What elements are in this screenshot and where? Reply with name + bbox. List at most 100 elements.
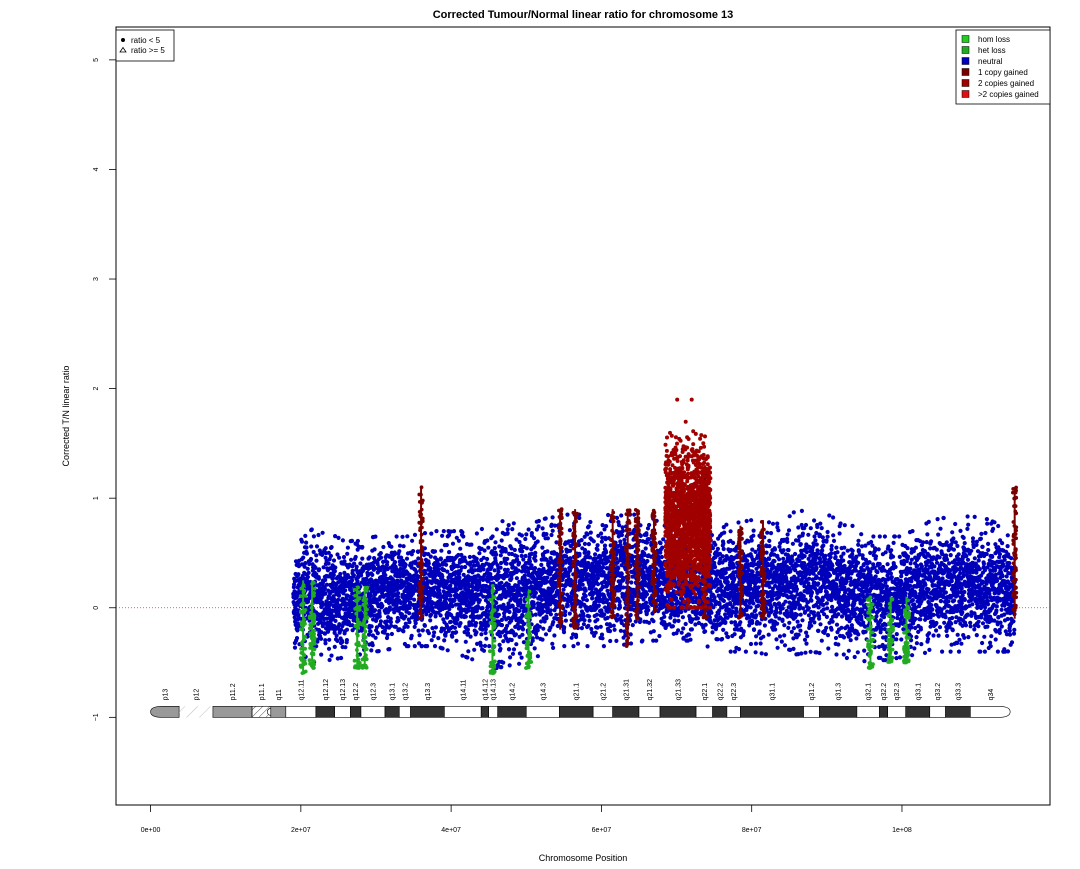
data-point <box>647 621 651 625</box>
data-point <box>735 610 739 614</box>
data-point <box>413 644 417 648</box>
data-point <box>742 629 746 633</box>
data-point <box>541 609 545 613</box>
data-point <box>332 573 336 577</box>
data-point <box>370 573 374 577</box>
data-point <box>544 616 548 620</box>
data-point <box>442 529 446 533</box>
data-point <box>554 613 558 617</box>
data-point <box>582 622 586 626</box>
data-point <box>759 641 763 645</box>
data-point <box>463 565 467 569</box>
data-point <box>562 644 566 648</box>
data-point <box>681 615 685 619</box>
data-point <box>599 531 603 535</box>
data-point <box>470 657 474 661</box>
data-point <box>493 546 497 550</box>
data-point <box>445 616 449 620</box>
data-point <box>532 602 536 606</box>
data-point <box>403 614 407 618</box>
data-point <box>397 549 401 553</box>
data-point <box>651 619 655 623</box>
data-point <box>644 533 648 537</box>
data-point <box>539 563 543 567</box>
data-point <box>713 565 717 569</box>
data-point <box>696 616 700 620</box>
data-point <box>770 609 774 613</box>
data-point <box>604 550 608 554</box>
data-point <box>540 638 544 642</box>
data-point <box>381 625 385 629</box>
data-point <box>754 613 758 617</box>
data-point <box>613 628 617 632</box>
data-point <box>350 539 354 543</box>
data-point <box>521 614 525 618</box>
data-point <box>370 605 374 609</box>
data-point <box>454 639 458 643</box>
data-point <box>379 619 383 623</box>
data-point <box>486 546 490 550</box>
data-point <box>754 650 758 654</box>
data-point <box>619 513 623 517</box>
data-point <box>379 556 383 560</box>
data-point <box>583 548 587 552</box>
data-point <box>512 521 516 525</box>
data-point <box>605 598 609 602</box>
data-point <box>580 626 584 630</box>
data-point <box>744 650 748 654</box>
data-point <box>410 539 414 543</box>
data-point <box>343 588 347 592</box>
data-point <box>354 555 358 559</box>
data-point <box>418 633 422 637</box>
data-point <box>621 578 625 582</box>
data-point <box>427 631 431 635</box>
data-point <box>533 559 537 563</box>
data-point <box>410 634 414 638</box>
data-point <box>436 567 440 571</box>
data-point <box>721 554 725 558</box>
data-point <box>483 644 487 648</box>
data-point <box>568 612 572 616</box>
data-point <box>752 529 756 533</box>
data-point <box>314 559 318 563</box>
data-point <box>458 547 462 551</box>
data-point <box>745 519 749 523</box>
data-point <box>595 618 599 622</box>
data-point <box>517 561 521 565</box>
data-point <box>583 542 587 546</box>
data-point <box>720 637 724 641</box>
data-point <box>379 551 383 555</box>
data-point <box>629 580 633 584</box>
data-point <box>568 528 572 532</box>
data-point <box>771 597 775 601</box>
data-point <box>450 635 454 639</box>
data-point <box>551 646 555 650</box>
data-point <box>360 557 364 561</box>
data-point <box>477 551 481 555</box>
data-point <box>574 635 578 639</box>
data-point <box>466 628 470 632</box>
data-point <box>514 642 518 646</box>
data-point <box>317 567 321 571</box>
data-point <box>329 554 333 558</box>
data-point <box>507 523 511 527</box>
data-point <box>680 631 684 635</box>
data-point <box>536 628 540 632</box>
data-point <box>341 538 345 542</box>
data-point <box>588 619 592 623</box>
data-point <box>506 527 510 531</box>
data-point <box>632 513 636 517</box>
data-point <box>295 636 299 640</box>
data-point <box>455 618 459 622</box>
data-point <box>464 615 468 619</box>
data-point <box>451 542 455 546</box>
data-point <box>586 551 590 555</box>
data-point <box>545 576 549 580</box>
data-point <box>619 629 623 633</box>
data-point <box>600 636 604 640</box>
data-point <box>576 642 580 646</box>
data-point <box>314 553 318 557</box>
data-point <box>614 639 618 643</box>
data-point <box>504 549 508 553</box>
